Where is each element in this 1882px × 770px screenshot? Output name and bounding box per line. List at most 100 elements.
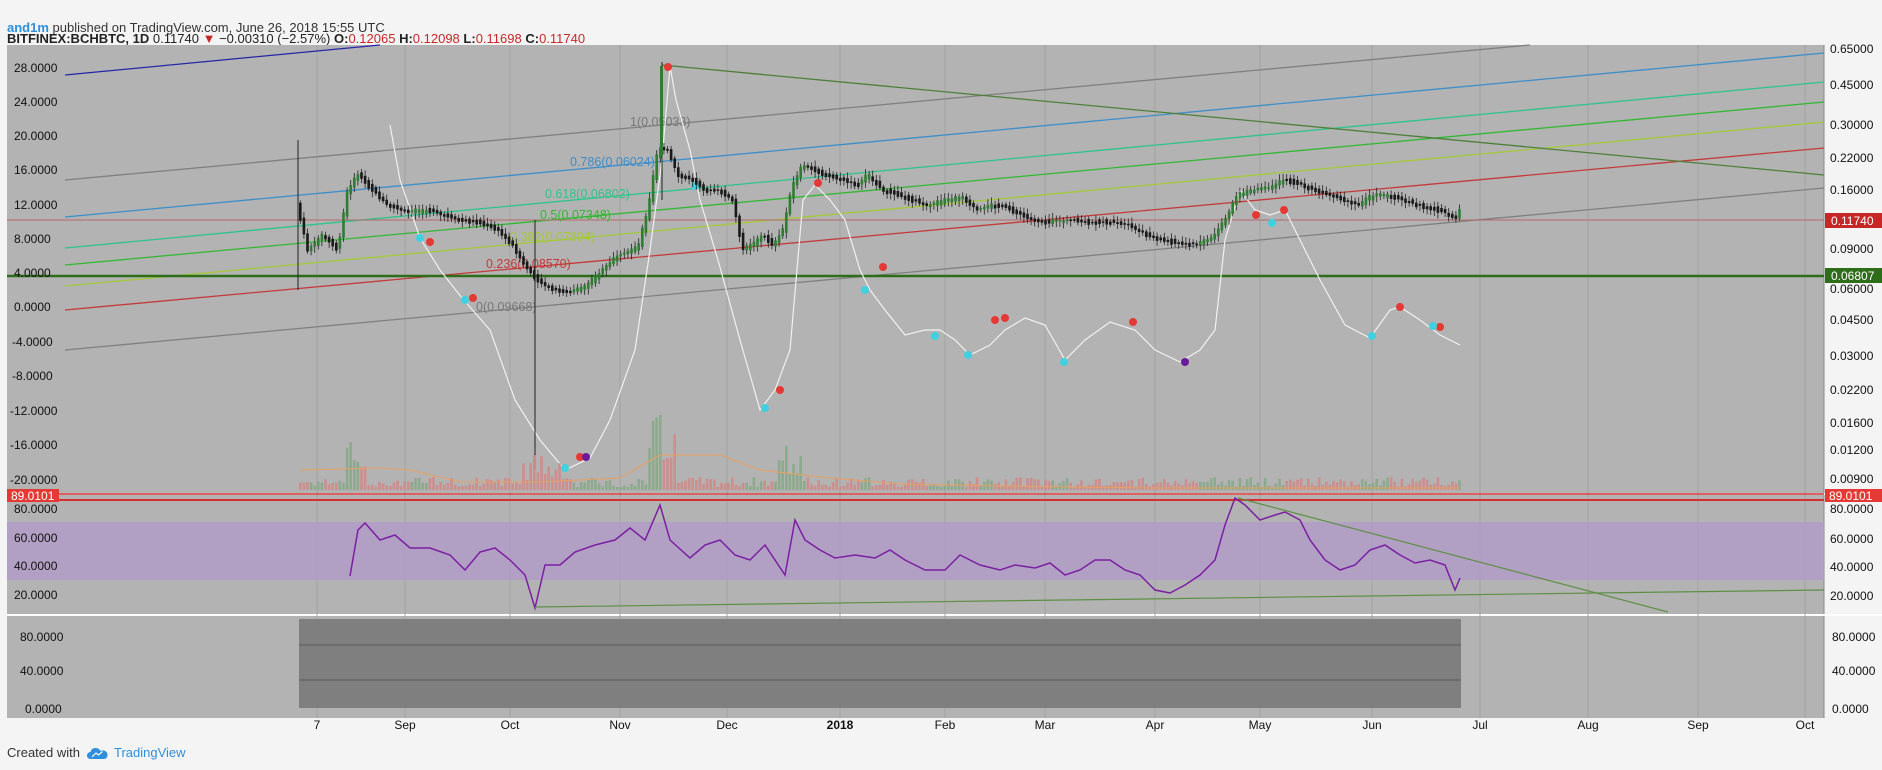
volume-bar	[882, 480, 885, 490]
candle-body	[1220, 222, 1224, 231]
candle-body	[1285, 178, 1288, 182]
volume-bar	[637, 479, 640, 490]
oscillator-marker	[814, 179, 822, 187]
candle-body	[464, 219, 468, 222]
svg-text:-12.0000: -12.0000	[10, 404, 58, 418]
candle-body	[918, 198, 921, 204]
tradingview-link[interactable]: TradingView	[86, 745, 186, 760]
volume-bar	[788, 474, 792, 490]
chart-canvas[interactable]: 1(0.05033) 0.786(0.06024) 0.618(0.06802)…	[0, 0, 1882, 740]
candlesticks[interactable]	[297, 62, 1461, 470]
volume-bar	[759, 481, 763, 490]
rsi-line	[349, 496, 1461, 611]
volume-bar	[1127, 480, 1130, 490]
svg-text:0.65000: 0.65000	[1830, 42, 1874, 56]
candle-body	[846, 178, 849, 184]
volume-bar	[1008, 485, 1011, 490]
volume-bar	[907, 479, 910, 490]
volume-bar	[1177, 483, 1180, 490]
candle-body	[983, 206, 986, 210]
candle-body	[857, 182, 860, 188]
time-label: Jun	[1362, 718, 1381, 732]
rsi-support-trend[interactable]	[534, 589, 1825, 608]
candle-body	[738, 215, 741, 237]
candle-body	[810, 166, 813, 170]
candle-body	[371, 183, 374, 192]
volume-bar	[914, 481, 918, 490]
candle-body	[515, 243, 518, 254]
candle-body	[698, 180, 702, 188]
candle-body	[1271, 185, 1274, 190]
candle-body	[1429, 206, 1432, 211]
candle-body	[860, 179, 864, 185]
candle-body	[1393, 194, 1396, 200]
candle-body	[986, 205, 990, 209]
volume-bar	[1199, 481, 1202, 490]
candle-body	[569, 290, 572, 294]
candle-body	[878, 180, 882, 188]
oscillator-marker	[1252, 211, 1260, 219]
time-label: 2018	[827, 718, 854, 732]
volume-bar	[493, 481, 496, 490]
candle-body	[1307, 185, 1310, 191]
volume-bar	[756, 486, 759, 490]
candle-body	[903, 195, 907, 200]
candle-body	[486, 223, 489, 227]
volume-bar	[860, 482, 864, 490]
candle-body	[792, 181, 795, 199]
candle-body	[1321, 190, 1324, 194]
volume-bar	[1411, 479, 1414, 490]
volume-bar	[432, 477, 435, 490]
volume-bar	[1238, 477, 1242, 490]
candle-body	[965, 196, 968, 203]
candle-body	[1094, 221, 1098, 225]
svg-text:28.0000: 28.0000	[14, 61, 58, 75]
volume-bar	[1065, 477, 1069, 490]
candle-body	[1310, 185, 1314, 190]
candle-body	[1292, 178, 1296, 185]
candle-body	[1195, 243, 1198, 246]
volume-bar	[338, 480, 342, 490]
volume-bar	[896, 486, 900, 490]
main-pane[interactable]	[7, 45, 1824, 493]
rsi-resistance-trend[interactable]	[1237, 497, 1669, 613]
candle-body	[439, 211, 442, 216]
volume-bar	[785, 445, 788, 490]
candle-body	[335, 242, 338, 251]
candle-body	[875, 179, 878, 186]
volume-bar	[795, 473, 799, 490]
oscillator-marker	[1280, 206, 1288, 214]
volume-bar	[309, 482, 313, 490]
volume-bar	[806, 477, 810, 490]
oscillator-marker	[1368, 332, 1376, 340]
candle-body	[417, 209, 421, 213]
volume-bar	[1026, 478, 1029, 490]
candle-body	[993, 204, 997, 209]
volume-bar	[414, 478, 417, 490]
volume-bar	[673, 434, 676, 490]
svg-text:40.0000: 40.0000	[1830, 560, 1874, 574]
candle-body	[1238, 192, 1242, 199]
candle-body	[1145, 231, 1148, 238]
candle-body	[1073, 219, 1076, 221]
candle-body	[673, 158, 676, 168]
author-link[interactable]: and1m	[7, 20, 49, 35]
candle-body	[1404, 198, 1407, 203]
candle-body	[1263, 186, 1267, 190]
candle-body	[1184, 242, 1188, 245]
svg-text:80.0000: 80.0000	[1830, 502, 1874, 516]
candle-body	[1253, 189, 1256, 194]
svg-text:16.0000: 16.0000	[14, 163, 58, 177]
oscillator-marker	[931, 332, 939, 340]
volume-bar	[698, 477, 702, 490]
candle-body	[947, 198, 950, 202]
candle-body	[479, 219, 482, 225]
candle-body	[1386, 193, 1389, 199]
candle-body	[360, 172, 363, 179]
svg-text:80.0000: 80.0000	[14, 502, 58, 516]
candle-body	[1332, 194, 1335, 198]
candle-body	[1422, 203, 1425, 210]
svg-text:0.0000: 0.0000	[14, 300, 51, 314]
candle-body	[914, 199, 918, 202]
volume-bar	[378, 482, 381, 490]
